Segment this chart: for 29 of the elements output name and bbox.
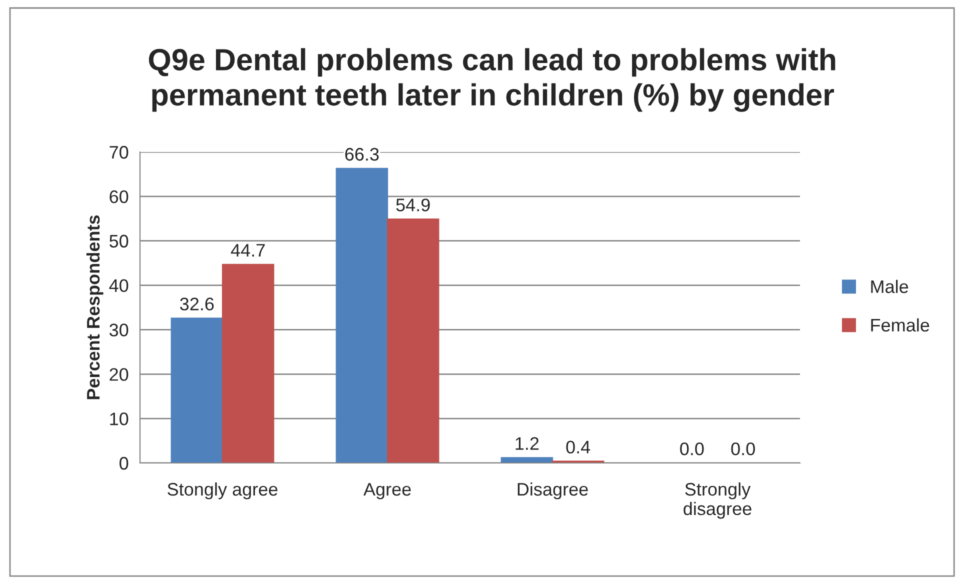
bar xyxy=(500,457,554,463)
x-tick-label: Strongly disagree xyxy=(684,482,752,519)
data-label: 66.3 xyxy=(345,148,379,161)
data-label: 0.4 xyxy=(566,440,590,454)
bar xyxy=(222,264,274,463)
data-label: 54.9 xyxy=(396,198,430,212)
x-tick-label: Disagree xyxy=(518,482,588,500)
y-tick-label: 20 xyxy=(110,368,128,381)
data-label: 32.6 xyxy=(180,298,214,310)
y-tick-label: 40 xyxy=(109,279,128,292)
bar xyxy=(386,218,440,463)
y-tick-label: 30 xyxy=(109,324,128,336)
data-label: 0.0 xyxy=(731,442,755,456)
x-tick-label: Stongly agree xyxy=(168,482,278,500)
bar xyxy=(336,168,388,463)
legend-label: Female xyxy=(871,318,930,332)
x-tick-label: Agree xyxy=(363,483,411,500)
y-tick-label: 70 xyxy=(110,146,128,159)
y-tick-label: 50 xyxy=(110,234,128,248)
data-label: 1.2 xyxy=(516,437,539,450)
data-label: 0.0 xyxy=(680,442,704,456)
y-tick-label: 0 xyxy=(120,456,128,470)
chart-title: Q9e Dental problems can lead to problems with permanent teeth later in children (%) by gender xyxy=(148,48,836,112)
legend-label: Male xyxy=(871,280,908,294)
data-label: 44.7 xyxy=(230,244,265,256)
y-axis-title: Percent Respondents xyxy=(86,215,104,400)
y-tick-label: 10 xyxy=(110,412,128,426)
bar xyxy=(170,318,224,463)
y-tick-label: 60 xyxy=(110,190,128,204)
